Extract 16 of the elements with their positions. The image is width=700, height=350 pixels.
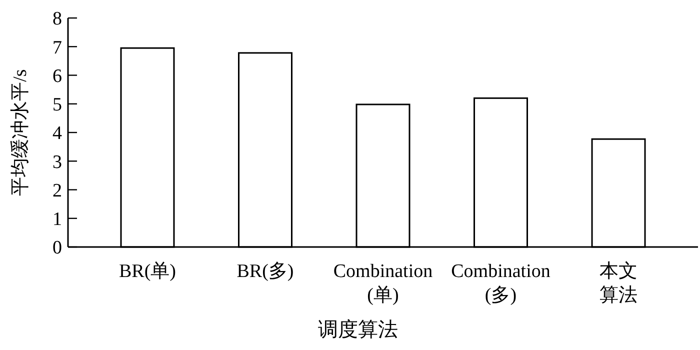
y-tick-label: 0	[52, 238, 62, 259]
y-tick-label: 5	[52, 94, 62, 116]
x-tick-label: BR(单)	[118, 261, 176, 282]
y-axis-title: 平均缓冲水平/s	[10, 69, 31, 196]
x-tick-label: 本文算法	[600, 261, 638, 306]
y-tick-label: 6	[52, 66, 62, 87]
x-axis-title: 调度算法	[318, 319, 398, 341]
x-tick-label: Combination (多)	[451, 261, 551, 306]
y-tick-label: 4	[52, 123, 62, 144]
x-tick-label: Combination (单)	[333, 261, 434, 306]
y-tick-label: 8	[52, 8, 62, 30]
y-tick-label: 2	[52, 180, 62, 202]
y-tick-label: 1	[52, 209, 62, 230]
y-tick-label: 3	[52, 152, 62, 173]
x-tick-label: BR(多)	[236, 261, 294, 282]
y-tick-label: 7	[52, 37, 62, 58]
